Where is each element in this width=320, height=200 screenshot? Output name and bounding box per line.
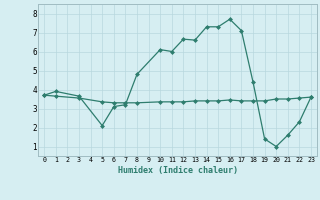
X-axis label: Humidex (Indice chaleur): Humidex (Indice chaleur) bbox=[118, 166, 238, 175]
